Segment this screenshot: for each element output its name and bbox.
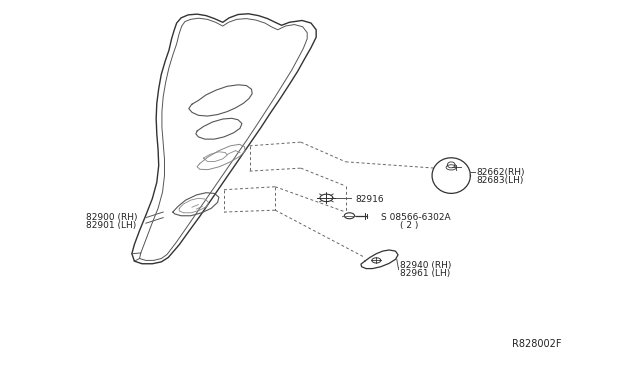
Text: S 08566-6302A: S 08566-6302A: [381, 213, 451, 222]
Text: 82683(LH): 82683(LH): [477, 176, 524, 185]
Text: 82900 (RH): 82900 (RH): [86, 213, 138, 222]
Text: R828002F: R828002F: [512, 339, 561, 349]
Text: 82901 (LH): 82901 (LH): [86, 221, 137, 230]
Text: 82662(RH): 82662(RH): [477, 169, 525, 177]
Text: 82940 (RH): 82940 (RH): [400, 262, 451, 270]
Text: ( 2 ): ( 2 ): [400, 221, 419, 230]
Text: 82916: 82916: [355, 195, 384, 203]
Text: 82961 (LH): 82961 (LH): [400, 269, 451, 278]
